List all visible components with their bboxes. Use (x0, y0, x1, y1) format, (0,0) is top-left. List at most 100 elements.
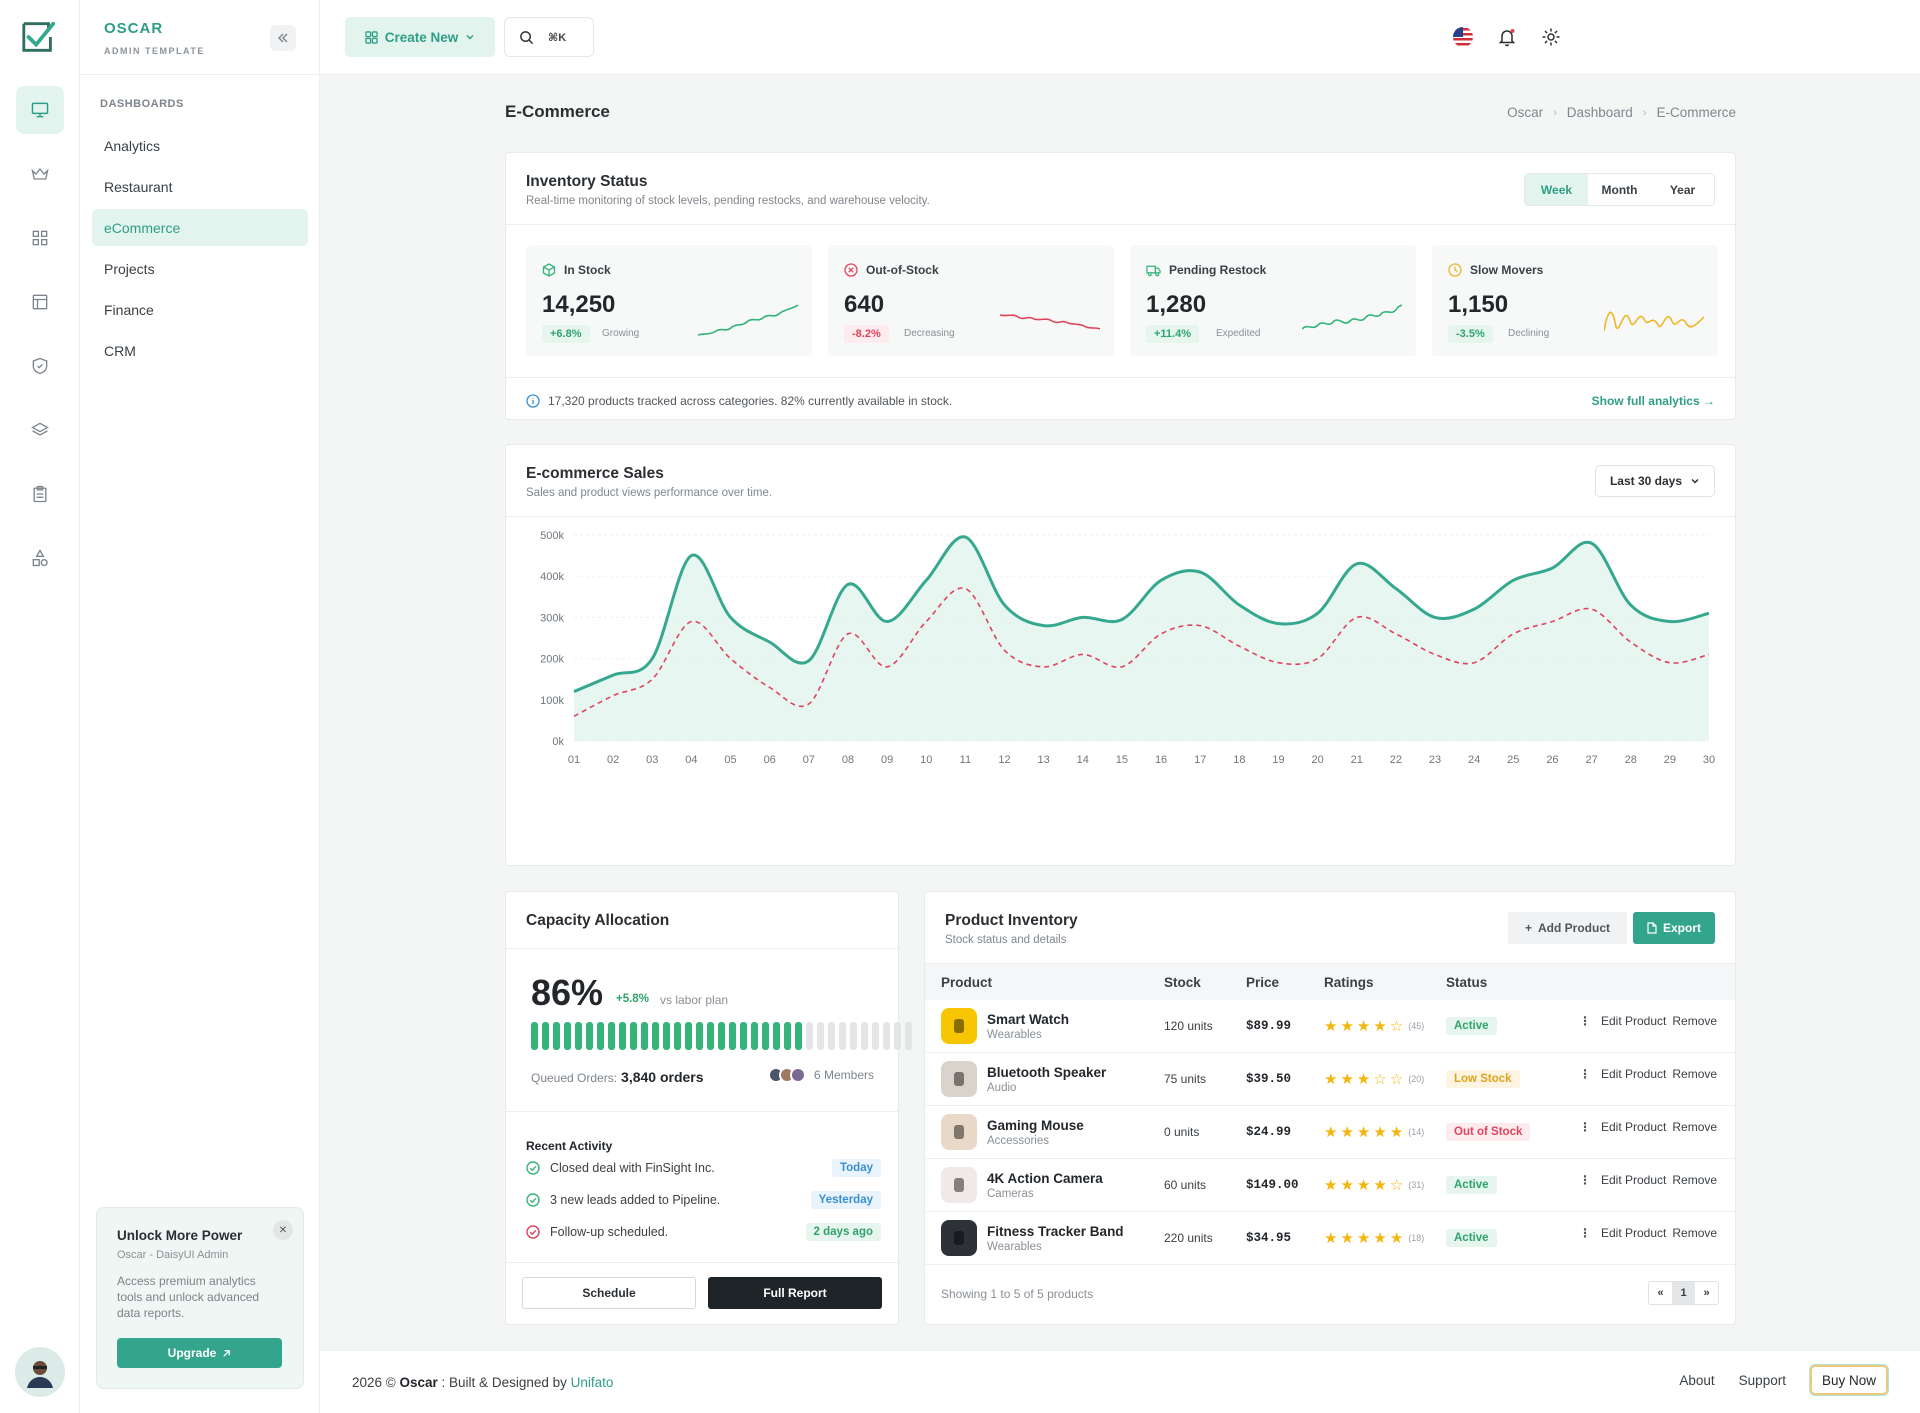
x-tick-label: 14 (1077, 754, 1089, 766)
more-vertical-icon[interactable]: ⋮ (1579, 1067, 1591, 1081)
footer-brand: Oscar (399, 1375, 438, 1390)
buy-now-button[interactable]: Buy Now (1809, 1365, 1888, 1395)
flag-us-icon[interactable] (1451, 25, 1475, 49)
product-cell[interactable]: Smart Watch Wearables (941, 1008, 1069, 1044)
remove-button[interactable]: Remove (1672, 1226, 1718, 1240)
remove-button[interactable]: Remove (1672, 1120, 1718, 1134)
shapes-icon[interactable] (16, 534, 64, 582)
icon-rail (0, 0, 80, 1413)
col-product[interactable]: Product (941, 974, 993, 990)
capacity-segment (762, 1022, 769, 1050)
product-cell[interactable]: 4K Action Camera Cameras (941, 1167, 1103, 1203)
col-stock[interactable]: Stock (1164, 974, 1201, 990)
breadcrumb-dashboard[interactable]: Dashboard (1566, 105, 1633, 120)
remove-button[interactable]: Remove (1672, 1014, 1718, 1028)
edit-product-button[interactable]: Edit Product (1601, 1226, 1667, 1240)
breadcrumb-oscar[interactable]: Oscar (1507, 105, 1544, 120)
footer-company-link[interactable]: Unifato (570, 1375, 614, 1390)
capacity-segment (806, 1022, 813, 1050)
star-icon: ★ (1340, 1229, 1354, 1247)
star-icon: ★ (1373, 1123, 1387, 1141)
remove-button[interactable]: Remove (1672, 1173, 1718, 1187)
full-report-button[interactable]: Full Report (708, 1277, 882, 1309)
edit-product-button[interactable]: Edit Product (1601, 1120, 1667, 1134)
close-promo-button[interactable]: ✕ (273, 1220, 293, 1240)
truck-icon (1146, 265, 1161, 277)
product-cell[interactable]: Gaming Mouse Accessories (941, 1114, 1084, 1150)
col-status[interactable]: Status (1446, 974, 1488, 990)
edit-product-button[interactable]: Edit Product (1601, 1067, 1667, 1081)
box-icon (542, 263, 556, 277)
more-vertical-icon[interactable]: ⋮ (1579, 1120, 1591, 1134)
period-month[interactable]: Month (1601, 182, 1638, 197)
clipboard-icon[interactable] (16, 470, 64, 518)
product-price: $24.99 (1246, 1125, 1292, 1139)
edit-product-button[interactable]: Edit Product (1601, 1173, 1667, 1187)
shield-icon[interactable] (16, 342, 64, 390)
x-tick-label: 08 (842, 754, 854, 766)
logo-icon[interactable] (20, 18, 58, 56)
stat-pending-restock-change: +11.4% (1146, 325, 1200, 343)
x-tick-label: 18 (1233, 754, 1245, 766)
col-price[interactable]: Price (1246, 974, 1280, 990)
product-image-icon (954, 1072, 964, 1086)
capacity-segment (674, 1022, 681, 1050)
date-range-select[interactable]: Last 30 days (1595, 465, 1715, 497)
x-tick-label: 07 (803, 754, 815, 766)
sales-header: E-commerce Sales Sales and product views… (506, 445, 1735, 517)
activity-tag: Yesterday (810, 1191, 881, 1209)
product-category: Wearables (987, 1028, 1042, 1041)
product-inventory-card: Product Inventory Stock status and detai… (924, 891, 1736, 1325)
pager-page-1[interactable]: 1 (1672, 1282, 1695, 1304)
product-cell[interactable]: Fitness Tracker Band Wearables (941, 1220, 1124, 1256)
sidebar-item-restaurant[interactable]: Restaurant (104, 178, 173, 195)
sidebar-item-analytics[interactable]: Analytics (104, 137, 161, 154)
rating-count: (14) (1408, 1127, 1425, 1137)
period-week[interactable]: Week (1525, 174, 1588, 205)
sidebar-item-finance[interactable]: Finance (104, 301, 154, 318)
monitor-icon[interactable] (16, 86, 64, 134)
user-avatar[interactable] (15, 1347, 65, 1397)
breadcrumb: Oscar › Dashboard › E-Commerce (1507, 105, 1736, 120)
x-tick-label: 01 (568, 754, 580, 766)
pager-prev[interactable]: « (1657, 1287, 1664, 1299)
crown-icon[interactable] (16, 150, 64, 198)
layout-icon[interactable] (16, 278, 64, 326)
more-vertical-icon[interactable]: ⋮ (1579, 1226, 1591, 1240)
sidebar-item-ecommerce[interactable]: eCommerce (92, 209, 308, 246)
schedule-button[interactable]: Schedule (522, 1277, 696, 1309)
search-button[interactable]: ⌘K (504, 17, 594, 57)
edit-product-button[interactable]: Edit Product (1601, 1014, 1667, 1028)
capacity-segment (619, 1022, 626, 1050)
layers-icon[interactable] (16, 406, 64, 454)
period-year[interactable]: Year (1669, 182, 1696, 197)
product-thumbnail (941, 1114, 977, 1150)
more-vertical-icon[interactable]: ⋮ (1579, 1173, 1591, 1187)
pager-next[interactable]: » (1703, 1287, 1710, 1299)
show-full-analytics-link[interactable]: Show full analytics → (1592, 394, 1715, 408)
capacity-segment (663, 1022, 670, 1050)
gear-icon[interactable] (1539, 25, 1563, 49)
capacity-segment (894, 1022, 901, 1050)
more-vertical-icon[interactable]: ⋮ (1579, 1014, 1591, 1028)
product-name: Smart Watch (987, 1011, 1070, 1027)
product-cell[interactable]: Bluetooth Speaker Audio (941, 1061, 1106, 1097)
col-ratings[interactable]: Ratings (1324, 974, 1374, 990)
add-product-button[interactable]: + Add Product (1508, 912, 1627, 944)
members[interactable]: 6 Members (767, 1067, 874, 1083)
upgrade-button[interactable]: Upgrade (117, 1338, 282, 1368)
bell-icon[interactable] (1495, 25, 1519, 49)
remove-button[interactable]: Remove (1672, 1067, 1718, 1081)
stat-out-of-stock-value: 640 (844, 291, 885, 318)
collapse-sidebar-button[interactable] (270, 25, 296, 51)
export-button[interactable]: Export (1633, 912, 1715, 944)
stat-in-stock-change: +6.8% (542, 325, 590, 343)
create-new-button[interactable]: Create New (345, 17, 495, 57)
grid-icon[interactable] (16, 214, 64, 262)
sidebar-item-crm[interactable]: CRM (104, 342, 136, 359)
product-rating: ★ ★ ★ ★ ★ (14) (1324, 1125, 1424, 1140)
footer-about-link[interactable]: About (1679, 1372, 1715, 1388)
series-line-solid (573, 535, 1710, 693)
sidebar-item-projects[interactable]: Projects (104, 260, 155, 277)
footer-support-link[interactable]: Support (1738, 1372, 1786, 1388)
